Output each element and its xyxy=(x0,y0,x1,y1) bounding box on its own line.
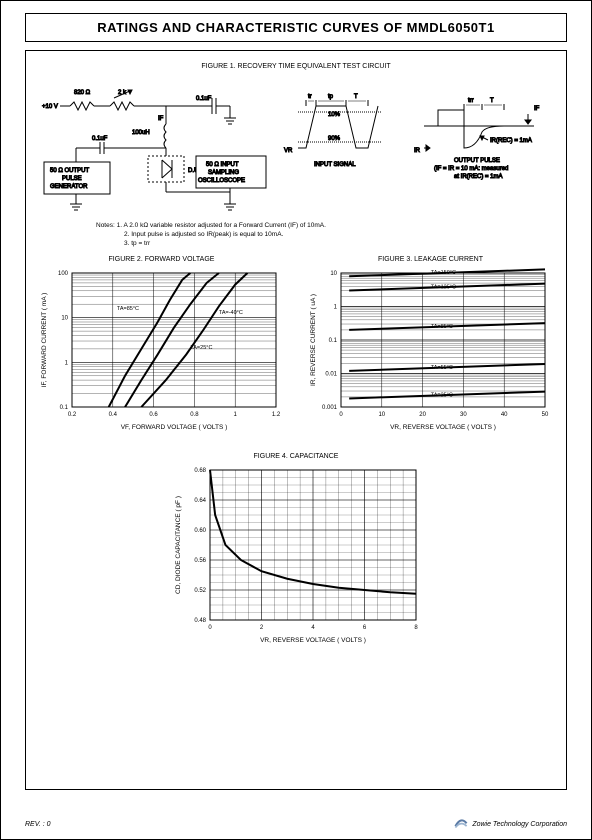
fig1-circuit: +10 V 820 Ω 2 k IF 100uH xyxy=(36,78,556,218)
svg-text:GENERATOR: GENERATOR xyxy=(50,184,88,190)
fig1-notes: Notes: 1. A 2.0 kΩ variable resistor adj… xyxy=(96,222,556,248)
svg-text:40: 40 xyxy=(501,412,508,418)
svg-text:0.52: 0.52 xyxy=(194,588,206,594)
svg-text:OUTPUT PULSE: OUTPUT PULSE xyxy=(454,158,500,164)
svg-text:8: 8 xyxy=(414,625,418,631)
company-name: Zowie Technology Corporation xyxy=(472,821,567,828)
svg-text:0.4: 0.4 xyxy=(109,412,118,418)
svg-text:100: 100 xyxy=(58,271,69,277)
svg-text:30: 30 xyxy=(460,412,467,418)
svg-text:0.1: 0.1 xyxy=(60,405,69,411)
svg-text:TA=55°C: TA=55°C xyxy=(431,365,453,371)
circuit-svg: +10 V 820 Ω 2 k IF 100uH xyxy=(36,78,556,218)
svg-text:90%: 90% xyxy=(328,136,341,142)
svg-text:100uH: 100uH xyxy=(132,130,150,136)
fig4-title: FIGURE 4. CAPACITANCE xyxy=(36,453,556,460)
svg-text:1: 1 xyxy=(334,305,338,311)
svg-text:tr: tr xyxy=(308,94,312,100)
content-frame: FIGURE 1. RECOVERY TIME EQUIVALENT TEST … xyxy=(25,50,567,790)
svg-text:trr: trr xyxy=(468,98,474,104)
fig4-chart: 0 2 4 6 8 0.48 0.52 0.56 0.60 0.64 0.68 VR, REVERSE… xyxy=(166,464,426,654)
svg-text:10: 10 xyxy=(330,271,337,277)
svg-text:IF: IF xyxy=(534,106,540,112)
svg-text:INPUT SIGNAL: INPUT SIGNAL xyxy=(314,162,356,168)
svg-text:VR: VR xyxy=(284,148,293,154)
fig2: FIGURE 2. FORWARD VOLTAGE 0.2 0.4 0.6 0.8 1 1… xyxy=(36,256,287,439)
svg-text:50 Ω INPUT: 50 Ω INPUT xyxy=(206,162,239,168)
svg-text:0.001: 0.001 xyxy=(322,405,338,411)
svg-text:10: 10 xyxy=(378,412,385,418)
svg-text:T: T xyxy=(490,98,494,104)
fig2-title: FIGURE 2. FORWARD VOLTAGE xyxy=(36,256,287,263)
svg-text:0.56: 0.56 xyxy=(194,558,206,564)
datasheet-page: RATINGS AND CHARACTERISTIC CURVES OF MMD… xyxy=(0,0,592,840)
svg-text:0.6: 0.6 xyxy=(149,412,158,418)
note-3: 3. tp = trr xyxy=(124,240,556,249)
page-title: RATINGS AND CHARACTERISTIC CURVES OF MMD… xyxy=(30,20,562,35)
svg-text:VR, REVERSE VOLTAGE ( VOLTS ): VR, REVERSE VOLTAGE ( VOLTS ) xyxy=(390,424,496,431)
svg-text:2: 2 xyxy=(260,625,264,631)
svg-text:0: 0 xyxy=(339,412,343,418)
svg-text:6: 6 xyxy=(363,625,367,631)
page-footer: REV. : 0 Zowie Technology Corporation xyxy=(25,819,567,829)
svg-text:10%: 10% xyxy=(328,112,341,118)
svg-text:TA=25°C: TA=25°C xyxy=(190,345,212,351)
svg-text:4: 4 xyxy=(311,625,315,631)
svg-text:(IF = IR = 10 mA: measured: (IF = IR = 10 mA: measured xyxy=(434,166,508,172)
svg-text:10: 10 xyxy=(61,316,68,322)
svg-text:20: 20 xyxy=(419,412,426,418)
svg-text:PULSE: PULSE xyxy=(62,176,82,182)
svg-text:CD, DIODE CAPACITANCE ( pF ): CD, DIODE CAPACITANCE ( pF ) xyxy=(175,496,182,594)
svg-text:0.2: 0.2 xyxy=(68,412,77,418)
svg-text:VF, FORWARD VOLTAGE ( VOLTS ): VF, FORWARD VOLTAGE ( VOLTS ) xyxy=(121,424,228,431)
svg-text:0.60: 0.60 xyxy=(194,528,206,534)
svg-text:0.48: 0.48 xyxy=(194,618,206,624)
svg-text:T: T xyxy=(354,94,358,100)
svg-text:TA=-40°C: TA=-40°C xyxy=(219,310,243,316)
page-title-box: RATINGS AND CHARACTERISTIC CURVES OF MMD… xyxy=(25,13,567,42)
svg-text:0.1uF: 0.1uF xyxy=(196,96,212,102)
svg-text:0.01: 0.01 xyxy=(325,372,337,378)
svg-text:0.64: 0.64 xyxy=(194,498,206,504)
svg-text:IR, REVERSE CURRENT ( uA ): IR, REVERSE CURRENT ( uA ) xyxy=(310,294,317,386)
svg-text:50 Ω OUTPUT: 50 Ω OUTPUT xyxy=(50,168,89,174)
note-1: Notes: 1. A 2.0 kΩ variable resistor adj… xyxy=(96,222,556,231)
svg-text:1: 1 xyxy=(234,412,238,418)
note-2: 2. Input pulse is adjusted so IR(peak) i… xyxy=(124,231,556,240)
svg-text:VR, REVERSE VOLTAGE ( VOLTS ): VR, REVERSE VOLTAGE ( VOLTS ) xyxy=(260,637,366,644)
svg-text:+10 V: +10 V xyxy=(42,104,58,110)
fig3: FIGURE 3. LEAKAGE CURRENT 0 10 20 30 40 50 0.0… xyxy=(305,256,556,439)
svg-text:TA=125°C: TA=125°C xyxy=(431,285,456,291)
svg-text:820 Ω: 820 Ω xyxy=(74,90,91,96)
svg-text:IF: IF xyxy=(158,116,164,122)
fig3-title: FIGURE 3. LEAKAGE CURRENT xyxy=(305,256,556,263)
svg-text:IF, FORWARD CURRENT ( mA ): IF, FORWARD CURRENT ( mA ) xyxy=(41,293,48,388)
svg-text:TA=85°C: TA=85°C xyxy=(431,324,453,330)
svg-text:TA=85°C: TA=85°C xyxy=(117,306,139,312)
company-logo-icon xyxy=(454,819,468,829)
fig2-chart: 0.2 0.4 0.6 0.8 1 1.2 0.1 1 10 100 TA=85°C TA=25°C T… xyxy=(36,267,284,437)
svg-text:1.2: 1.2 xyxy=(272,412,281,418)
svg-text:SAMPLING: SAMPLING xyxy=(208,170,239,176)
charts-row-1: FIGURE 2. FORWARD VOLTAGE 0.2 0.4 0.6 0.8 1 1… xyxy=(36,256,556,439)
svg-text:1: 1 xyxy=(65,361,69,367)
svg-text:0.1uF: 0.1uF xyxy=(92,136,108,142)
fig1-title: FIGURE 1. RECOVERY TIME EQUIVALENT TEST … xyxy=(36,63,556,70)
fig3-chart: 0 10 20 30 40 50 0.001 0.01 0.1 1 10 TA=150°C TA=125… xyxy=(305,267,553,437)
svg-text:TA=150°C: TA=150°C xyxy=(431,271,456,277)
svg-text:0.1: 0.1 xyxy=(329,338,338,344)
svg-text:50: 50 xyxy=(542,412,549,418)
svg-text:IR: IR xyxy=(414,148,421,154)
svg-text:tp: tp xyxy=(328,94,334,100)
rev-label: REV. : 0 xyxy=(25,821,51,828)
svg-text:at IR(REC) = 1mA: at IR(REC) = 1mA xyxy=(454,174,503,180)
svg-text:0.68: 0.68 xyxy=(194,468,206,474)
fig4: FIGURE 4. CAPACITANCE 024680.480.520.560… xyxy=(36,453,556,654)
svg-text:0: 0 xyxy=(208,625,212,631)
svg-text:OSCILLOSCOPE: OSCILLOSCOPE xyxy=(198,178,245,184)
footer-company: Zowie Technology Corporation xyxy=(454,819,567,829)
svg-text:TA=25°C: TA=25°C xyxy=(431,393,453,399)
svg-text:IR(REC) = 1mA: IR(REC) = 1mA xyxy=(490,138,532,144)
svg-text:0.8: 0.8 xyxy=(190,412,199,418)
